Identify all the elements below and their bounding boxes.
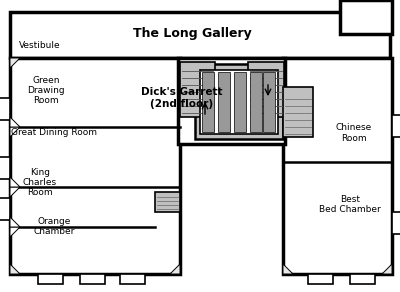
Polygon shape	[10, 227, 20, 237]
Bar	[283, 58, 392, 274]
Text: Great Dining Room: Great Dining Room	[11, 128, 97, 137]
Bar	[10, 12, 390, 58]
Text: Orange
Chamber: Orange Chamber	[33, 217, 75, 236]
Bar	[80, 274, 105, 284]
Polygon shape	[10, 264, 20, 274]
Bar	[283, 87, 313, 137]
Bar	[180, 62, 215, 117]
Bar	[0, 198, 10, 220]
Bar	[120, 274, 145, 284]
Text: Best
Bed Chamber: Best Bed Chamber	[319, 195, 381, 214]
Text: Dick's Garrett
(2nd floor): Dick's Garrett (2nd floor)	[141, 87, 223, 109]
Bar	[10, 58, 180, 274]
Bar	[195, 64, 283, 139]
Polygon shape	[10, 58, 20, 68]
Text: Vestibule: Vestibule	[19, 41, 61, 50]
Text: The Long Gallery: The Long Gallery	[133, 27, 251, 40]
Bar	[155, 192, 180, 212]
Polygon shape	[10, 217, 20, 227]
Text: Chinese
Room: Chinese Room	[336, 123, 372, 142]
Polygon shape	[10, 177, 20, 187]
Text: Green
Drawing
Room: Green Drawing Room	[27, 76, 65, 105]
Bar	[308, 274, 333, 284]
Bar	[202, 72, 214, 132]
Bar	[340, 0, 392, 34]
Bar	[38, 274, 63, 284]
Bar	[0, 98, 10, 120]
Polygon shape	[10, 127, 20, 137]
Polygon shape	[170, 264, 180, 274]
Text: King
Charles
Room: King Charles Room	[23, 168, 57, 197]
Bar	[0, 157, 10, 179]
Bar	[218, 72, 230, 132]
Bar	[234, 72, 246, 132]
Bar	[178, 58, 285, 144]
Bar	[392, 115, 400, 137]
Bar	[392, 212, 400, 234]
Polygon shape	[10, 187, 20, 197]
Polygon shape	[10, 117, 20, 127]
Bar	[263, 72, 275, 132]
Bar	[350, 274, 375, 284]
Bar	[248, 62, 284, 117]
Bar	[200, 70, 278, 134]
Polygon shape	[283, 264, 293, 274]
Bar	[250, 72, 262, 132]
Polygon shape	[382, 264, 392, 274]
